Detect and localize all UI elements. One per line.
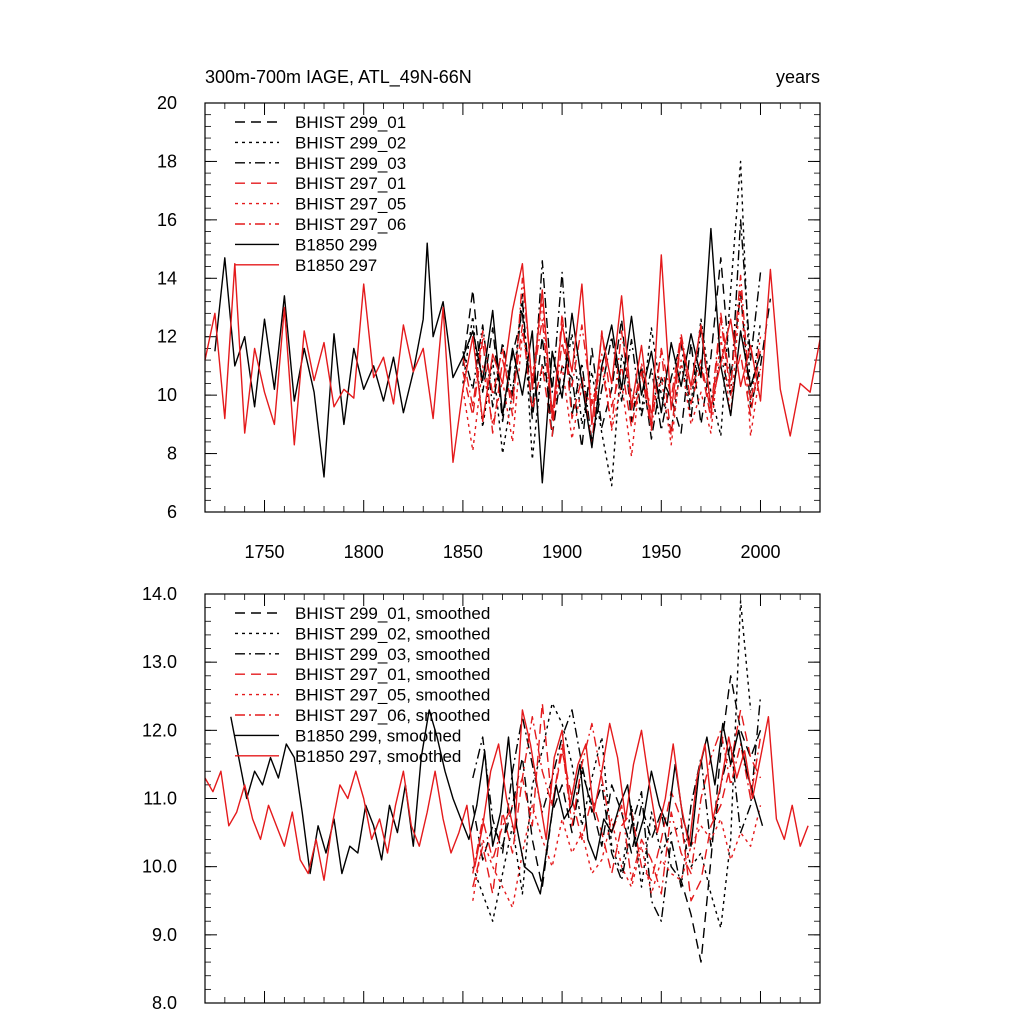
top-series-line-6 <box>462 274 762 431</box>
legend-label: B1850 299, smoothed <box>295 726 461 745</box>
top-series-line-4 <box>462 312 762 446</box>
y-tick-label: 10.0 <box>142 857 177 877</box>
y-tick-label: 20 <box>157 93 177 113</box>
x-tick-label: 1950 <box>641 542 681 562</box>
x-tick-label: 2000 <box>740 542 780 562</box>
legend-label: BHIST 297_06 <box>295 215 406 234</box>
legend-label: B1850 297, smoothed <box>295 747 461 766</box>
bottom-series-line-7 <box>230 709 764 895</box>
x-tick-label: 1850 <box>443 542 483 562</box>
legend-label: BHIST 297_06, smoothed <box>295 706 490 725</box>
y-tick-label: 12 <box>157 327 177 347</box>
legend-label: B1850 299 <box>295 235 377 254</box>
y-tick-label: 9.0 <box>152 925 177 945</box>
bottom-series-line-4 <box>472 702 762 902</box>
top-plot-area <box>204 160 821 487</box>
bottom-axis-tick-labels: 8.0 9.0 10.0 11.0 12.0 13.0 14.0 <box>142 584 177 1013</box>
top-series-line-8 <box>204 254 821 463</box>
top-series-line-1 <box>462 257 772 449</box>
top-axis-tick-labels: 1750 1800 1850 1900 1950 2000 6 8 10 12 14 16 18 20 <box>157 93 781 562</box>
legend-label: B1850 297 <box>295 256 377 275</box>
legend-label: BHIST 297_05 <box>295 195 406 214</box>
x-tick-label: 1750 <box>244 542 284 562</box>
x-tick-label: 1900 <box>542 542 582 562</box>
legend-label: BHIST 297_01 <box>295 174 406 193</box>
top-series-line-2 <box>462 160 762 487</box>
bottom-plot-area <box>204 600 809 963</box>
legend-label: BHIST 299_03 <box>295 154 406 173</box>
bottom-series-line-5 <box>472 804 762 909</box>
legend-label: BHIST 299_01 <box>295 113 406 132</box>
legend-label: BHIST 299_02 <box>295 133 406 152</box>
bottom-series-line-1 <box>472 675 762 963</box>
y-tick-label: 14.0 <box>142 584 177 604</box>
legend-label: BHIST 297_05, smoothed <box>295 686 490 705</box>
legend-label: BHIST 297_01, smoothed <box>295 665 490 684</box>
legend-label: BHIST 299_03, smoothed <box>295 645 490 664</box>
y-tick-label: 16 <box>157 210 177 230</box>
y-tick-label: 10 <box>157 385 177 405</box>
y-tick-label: 6 <box>167 502 177 522</box>
bottom-series-line-8 <box>204 709 809 881</box>
y-tick-label: 18 <box>157 151 177 171</box>
y-tick-label: 11.0 <box>143 789 177 809</box>
y-tick-label: 12.0 <box>142 720 177 740</box>
top-series-line-5 <box>462 289 762 458</box>
top-panel-title: 300m-700m IAGE, ATL_49N-66N <box>205 67 472 88</box>
top-panel-units: years <box>776 67 820 87</box>
top-plot-frame <box>204 102 821 513</box>
bottom-panel: 8.0 9.0 10.0 11.0 12.0 13.0 14.0 BHIST 299_01,… <box>142 584 821 1013</box>
y-tick-label: 8 <box>167 444 177 464</box>
x-tick-label: 1800 <box>344 542 384 562</box>
top-panel: 300m-700m IAGE, ATL_49N-66N years 1750 18… <box>157 67 821 562</box>
bottom-plot-frame <box>204 593 821 1004</box>
y-tick-label: 13.0 <box>142 652 177 672</box>
top-series-line-3 <box>462 219 762 443</box>
legend-label: BHIST 299_01, smoothed <box>295 604 490 623</box>
legend-label: BHIST 299_02, smoothed <box>295 624 490 643</box>
y-tick-label: 14 <box>157 268 177 288</box>
y-tick-label: 8.0 <box>152 993 177 1013</box>
